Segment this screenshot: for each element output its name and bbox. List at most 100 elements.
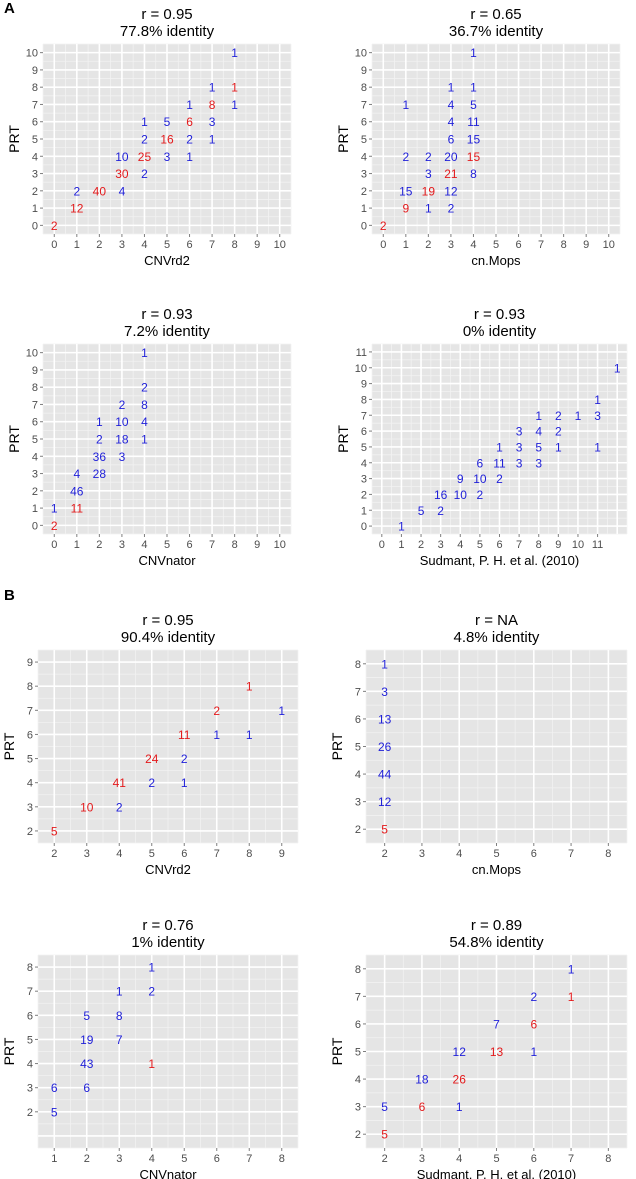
y-tick-label: 2 [361, 489, 367, 501]
x-tick-label: 9 [254, 239, 260, 251]
data-point-label: 1 [568, 990, 575, 1004]
x-axis-label: CNVnator [139, 1167, 197, 1179]
x-tick-label: 4 [470, 239, 476, 251]
y-tick-label: 8 [32, 382, 38, 394]
data-point-label: 11 [71, 502, 84, 516]
y-tick-label: 8 [361, 394, 367, 406]
y-tick-label: 2 [361, 186, 367, 198]
x-tick-label: 3 [448, 239, 454, 251]
x-axis-label: CNVrd2 [145, 862, 191, 877]
data-point-label: 6 [419, 1100, 426, 1114]
y-tick-label: 3 [361, 474, 367, 486]
x-tick-label: 1 [403, 239, 409, 251]
y-axis-label: PRT [1, 1037, 17, 1065]
y-tick-label: 6 [32, 117, 38, 129]
x-tick-label: 8 [536, 539, 542, 551]
x-axis-label: cn.Mops [472, 862, 522, 877]
x-tick-label: 10 [274, 539, 286, 551]
data-point-label: 20 [444, 150, 458, 164]
data-point-label: 1 [213, 728, 220, 742]
data-point-label: 1 [141, 346, 148, 360]
data-point-label: 6 [186, 115, 193, 129]
data-point-label: 24 [145, 752, 159, 766]
data-point-label: 1 [148, 961, 155, 975]
x-tick-label: 4 [456, 848, 462, 860]
x-axis-label: Sudmant, P. H. et al. (2010) [420, 553, 579, 568]
data-point-label: 2 [496, 472, 503, 486]
x-tick-label: 8 [279, 1153, 285, 1165]
y-tick-label: 5 [361, 134, 367, 146]
y-tick-label: 0 [361, 521, 367, 533]
data-point-label: 1 [594, 440, 601, 454]
x-tick-label: 7 [538, 239, 544, 251]
data-point-label: 1 [470, 81, 477, 95]
y-axis-label: PRT [6, 125, 22, 153]
section-label-b: B [4, 587, 15, 604]
x-tick-label: 8 [561, 239, 567, 251]
data-point-label: 1 [246, 680, 253, 694]
data-point-label: 6 [477, 456, 484, 470]
y-tick-label: 7 [27, 705, 33, 717]
data-point-label: 19 [422, 184, 436, 198]
x-tick-label: 8 [232, 539, 238, 551]
data-point-label: 44 [378, 768, 392, 782]
data-point-label: 46 [70, 484, 84, 498]
x-tick-label: 5 [164, 539, 170, 551]
chart-title-identity: 54.8% identity [449, 934, 544, 951]
x-tick-label: 2 [96, 539, 102, 551]
data-point-label: 1 [535, 409, 542, 423]
x-tick-label: 4 [149, 1153, 155, 1165]
data-point-label: 7 [493, 1017, 500, 1031]
data-point-label: 8 [209, 98, 216, 112]
x-tick-label: 2 [418, 539, 424, 551]
scatter-panel-7: 1 2 3 4 5 6 7 8 2 3 4 5 6 7 8 r = 0.761% identity CNVnat… [1, 917, 299, 1179]
chart-title-r: r = 0.89 [471, 917, 522, 934]
x-tick-label: 6 [496, 539, 502, 551]
data-point-label: 1 [231, 98, 238, 112]
data-point-label: 1 [141, 115, 148, 129]
y-tick-label: 8 [27, 962, 33, 974]
x-tick-label: 0 [380, 239, 386, 251]
data-point-label: 1 [456, 1100, 463, 1114]
data-point-label: 2 [555, 425, 562, 439]
data-point-label: 19 [80, 1033, 94, 1047]
y-tick-label: 4 [32, 151, 38, 163]
data-point-label: 41 [113, 776, 127, 790]
x-tick-label: 10 [603, 239, 615, 251]
data-point-label: 2 [73, 184, 80, 198]
y-tick-label: 3 [32, 469, 38, 481]
x-tick-label: 7 [214, 848, 220, 860]
data-point-label: 1 [530, 1045, 537, 1059]
x-tick-label: 3 [438, 539, 444, 551]
data-point-label: 6 [448, 133, 455, 147]
y-tick-label: 8 [355, 964, 361, 976]
data-point-label: 26 [453, 1073, 467, 1087]
data-point-label: 4 [119, 184, 126, 198]
y-tick-label: 7 [361, 410, 367, 422]
x-tick-label: 5 [493, 1153, 499, 1165]
x-tick-label: 4 [457, 539, 463, 551]
x-tick-label: 6 [214, 1153, 220, 1165]
data-point-label: 1 [425, 202, 432, 216]
y-tick-label: 4 [27, 1059, 33, 1071]
data-point-label: 5 [164, 115, 171, 129]
data-point-label: 2 [425, 150, 432, 164]
chart-title-r: r = 0.93 [141, 306, 192, 323]
chart-title-identity: 1% identity [131, 934, 205, 951]
data-point-label: 4 [448, 115, 455, 129]
y-tick-label: 4 [355, 1074, 361, 1086]
chart-title-r: r = 0.76 [142, 917, 193, 934]
x-tick-label: 7 [209, 239, 215, 251]
data-point-label: 3 [209, 115, 216, 129]
x-axis-label: CNVrd2 [144, 253, 190, 268]
data-point-label: 1 [148, 1057, 155, 1071]
data-point-label: 1 [496, 440, 503, 454]
data-point-label: 5 [418, 504, 425, 518]
y-tick-label: 0 [32, 220, 38, 232]
data-point-label: 1 [51, 502, 58, 516]
x-tick-label: 2 [382, 1153, 388, 1165]
x-tick-label: 8 [246, 848, 252, 860]
data-point-label: 4 [535, 425, 542, 439]
